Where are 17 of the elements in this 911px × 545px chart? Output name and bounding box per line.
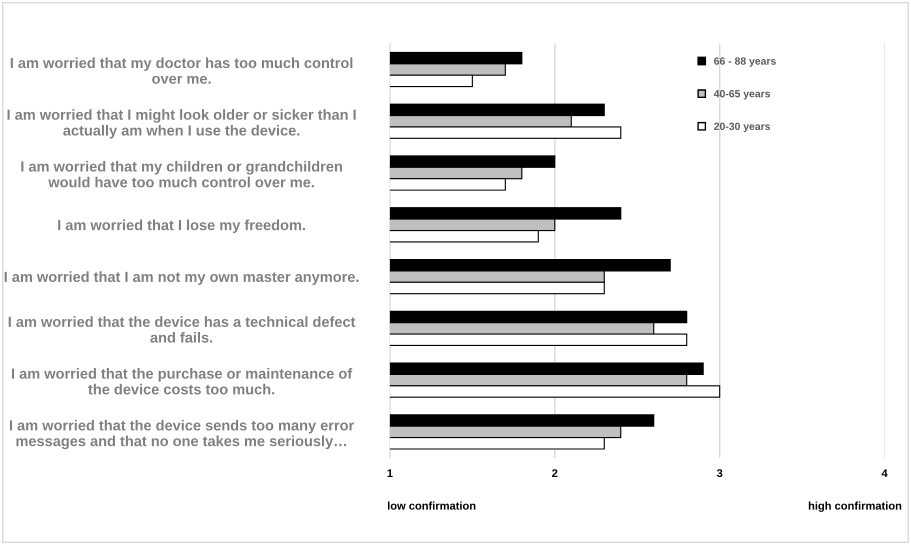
- y-tick-label: I am worried that the purchase or maintenance of the device costs too much.: [12, 368, 352, 394]
- text: low confirmation: [388, 502, 476, 510]
- legend-label: 20-30 years: [714, 122, 770, 132]
- legend-label: 66 - 88 years: [714, 57, 776, 67]
- y-tick-label: I am worried that I lose my freedom.: [58, 220, 305, 234]
- y-tick-label: I am worried that I might look older or sicker than I actually am when I use the device.: [8, 109, 356, 139]
- y-tick-label: I am worried that the device sends too many error messages and that no one takes me seriously…: [10, 420, 354, 450]
- x-tick-label: 3: [716, 469, 722, 478]
- x-tick-label: 4: [882, 469, 888, 477]
- y-tick-label: I am worried that my children or grandchildren would have too much control over me.: [21, 160, 342, 188]
- y-tick-label: I am worried that my doctor has too much control over me.: [10, 57, 352, 84]
- x-tick-label: 2: [552, 469, 558, 477]
- legend-label: 40-65 years: [714, 90, 770, 100]
- y-tick-label: I am worried that I am not my own master anymore.: [4, 271, 358, 285]
- x-tick-label: 1: [388, 469, 393, 477]
- y-tick-label: I am worried that the device has a technical defect and fails.: [8, 316, 356, 343]
- text: high confirmation: [808, 502, 902, 512]
